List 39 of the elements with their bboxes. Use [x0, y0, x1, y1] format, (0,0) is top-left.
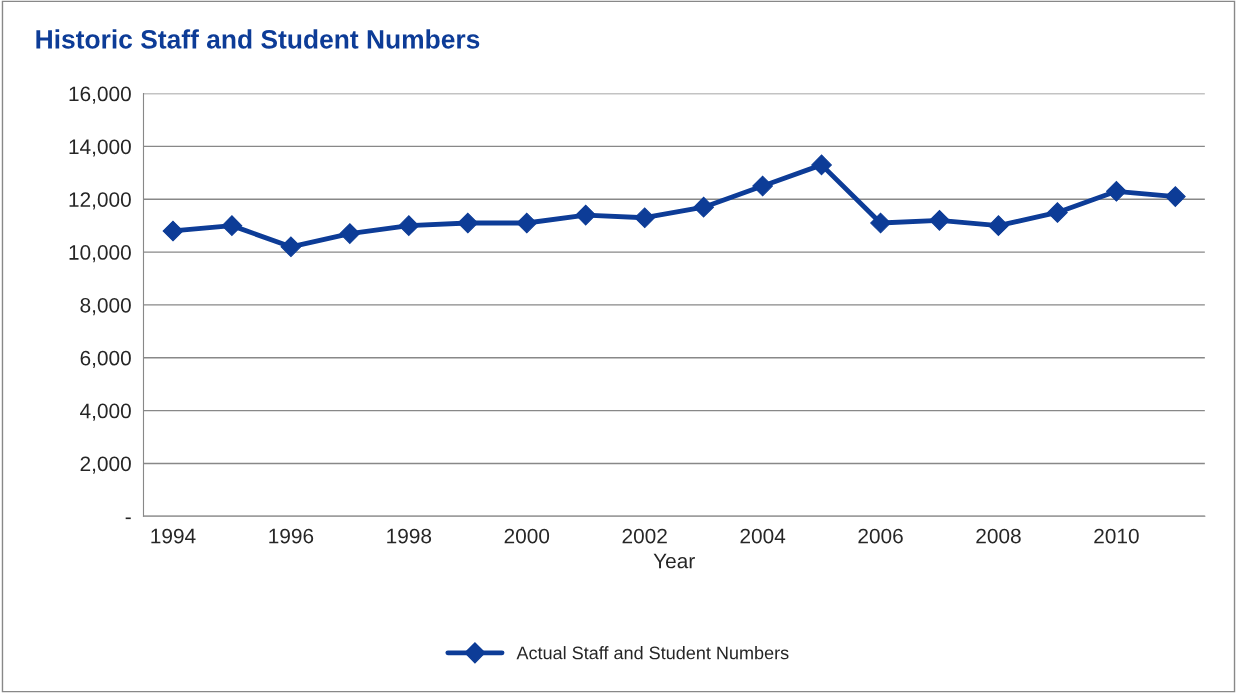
chart-title: Historic Staff and Student Numbers: [36, 29, 480, 49]
x-tick-label: 2000: [504, 528, 550, 544]
point: [516, 212, 538, 234]
point: [280, 236, 302, 258]
point: [634, 207, 656, 229]
y-tick-label: 4,000: [80, 403, 131, 421]
y-tick-label: 6,000: [80, 350, 131, 368]
x-axis-title: Year: [653, 553, 695, 569]
x-tick-label: 2008: [976, 528, 1021, 544]
point: [339, 223, 361, 244]
point: [870, 212, 891, 234]
point: [1047, 202, 1068, 223]
y-tick-label: 2,000: [80, 456, 131, 474]
x-tick-label: 1994: [151, 528, 196, 544]
x-tick-label: 2002: [622, 528, 667, 544]
x-tick-label: 1996: [269, 528, 314, 544]
x-tick-label: 2006: [858, 528, 903, 544]
y-tick-label: 14,000: [69, 139, 131, 157]
y-tick-label: 8,000: [80, 297, 131, 316]
y-tick-label: -: [125, 517, 131, 520]
x-tick-label: 1998: [387, 528, 432, 544]
point: [162, 220, 184, 242]
y-tick-label: 12,000: [69, 192, 131, 210]
y-tick-label: 16,000: [69, 86, 131, 104]
point: [398, 215, 420, 236]
point: [1106, 180, 1127, 202]
point: [988, 215, 1009, 236]
x-tick-label: 2010: [1094, 528, 1139, 544]
point: [575, 204, 597, 226]
point: [929, 210, 950, 231]
y-tick-label: 10,000: [69, 245, 131, 263]
point: [693, 196, 714, 218]
point: [221, 215, 243, 236]
point: [457, 212, 479, 234]
point: [752, 175, 773, 197]
point: [1165, 186, 1186, 207]
x-tick-label: 2004: [740, 528, 786, 544]
legend-label: Actual Staff and Student Numbers: [516, 646, 789, 660]
point: [811, 154, 832, 176]
